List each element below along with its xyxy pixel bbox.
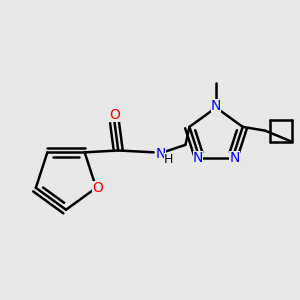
Text: N: N	[193, 151, 203, 165]
Text: N: N	[211, 99, 221, 113]
Text: O: O	[92, 181, 103, 195]
Text: N: N	[156, 147, 166, 161]
Text: O: O	[109, 108, 120, 122]
Text: N: N	[229, 151, 240, 165]
Text: H: H	[164, 152, 173, 166]
